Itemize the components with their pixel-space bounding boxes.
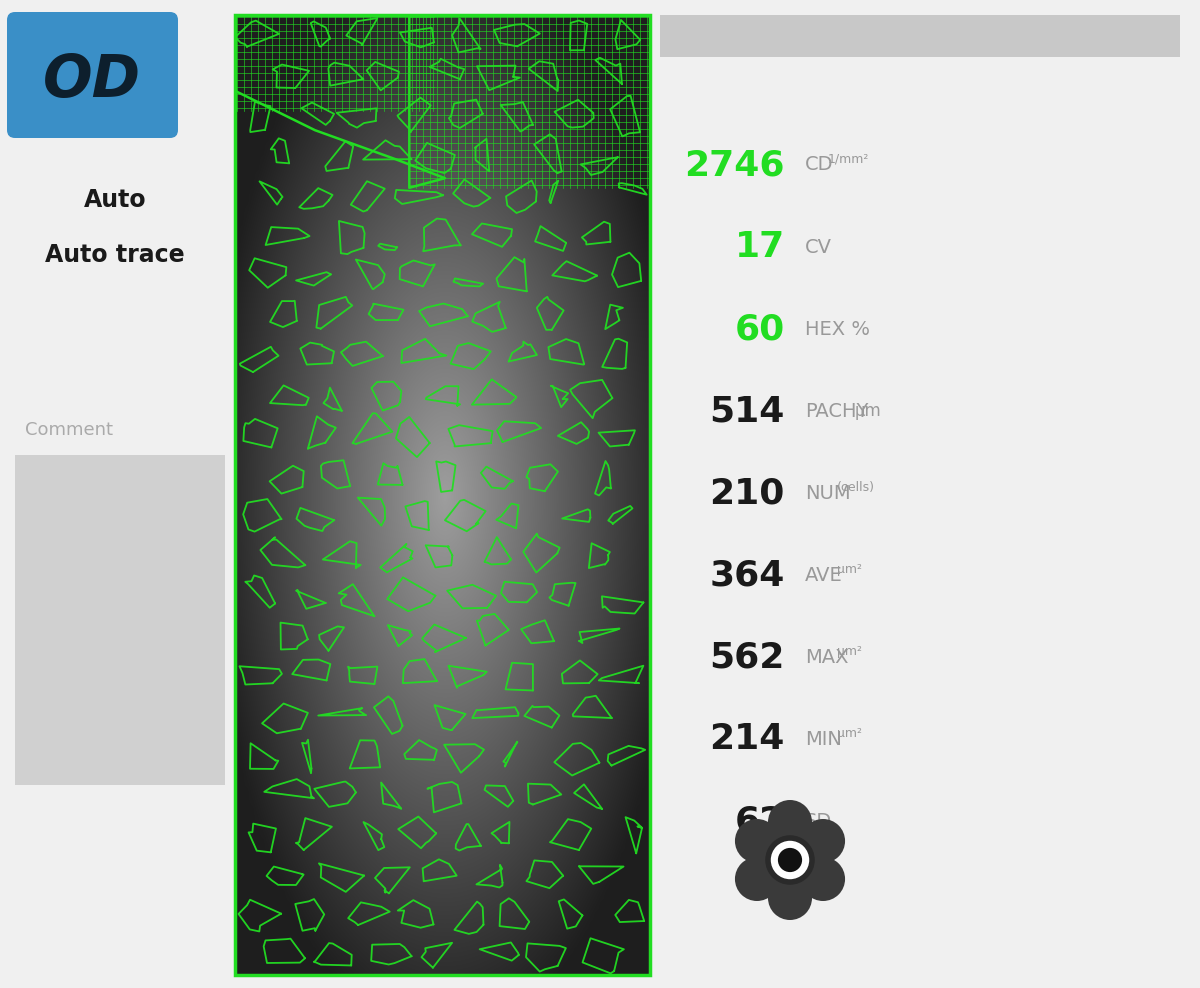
Circle shape	[802, 819, 845, 863]
Circle shape	[768, 800, 812, 844]
Text: μm²: μm²	[838, 644, 862, 657]
Text: AVE: AVE	[805, 565, 842, 585]
Text: MIN: MIN	[805, 729, 842, 749]
Text: 60: 60	[734, 312, 785, 346]
Text: 364: 364	[709, 558, 785, 592]
Text: 514: 514	[709, 394, 785, 428]
Text: OD: OD	[43, 51, 142, 109]
Circle shape	[768, 838, 812, 882]
Text: 2746: 2746	[684, 148, 785, 182]
Bar	[14, 455, 226, 785]
Text: μm²: μm²	[838, 562, 862, 575]
Circle shape	[778, 848, 802, 872]
Text: 62: 62	[734, 804, 785, 838]
Text: Comment: Comment	[25, 421, 113, 439]
Text: SD: SD	[805, 811, 833, 831]
Text: μm²: μm²	[838, 726, 862, 739]
Bar	[235, 15, 650, 975]
Text: (cells): (cells)	[838, 480, 875, 493]
Bar	[660, 15, 1180, 57]
Text: NUM: NUM	[805, 483, 851, 503]
Text: μm: μm	[854, 402, 882, 420]
Text: CD: CD	[805, 155, 834, 175]
Text: 17: 17	[734, 230, 785, 264]
Text: PACHY: PACHY	[805, 401, 869, 421]
FancyBboxPatch shape	[7, 12, 178, 138]
Circle shape	[734, 819, 779, 863]
Circle shape	[768, 876, 812, 920]
Text: 210: 210	[709, 476, 785, 510]
Text: 562: 562	[709, 640, 785, 674]
Text: Auto: Auto	[84, 188, 146, 212]
Bar	[235, 15, 650, 975]
Text: 1/mm²: 1/mm²	[828, 152, 869, 166]
Text: MAX: MAX	[805, 647, 848, 667]
Text: CV: CV	[805, 237, 832, 257]
Text: 214: 214	[709, 722, 785, 756]
Text: HEX %: HEX %	[805, 319, 870, 339]
Circle shape	[802, 857, 845, 901]
Circle shape	[734, 857, 779, 901]
Text: Auto trace: Auto trace	[46, 243, 185, 267]
